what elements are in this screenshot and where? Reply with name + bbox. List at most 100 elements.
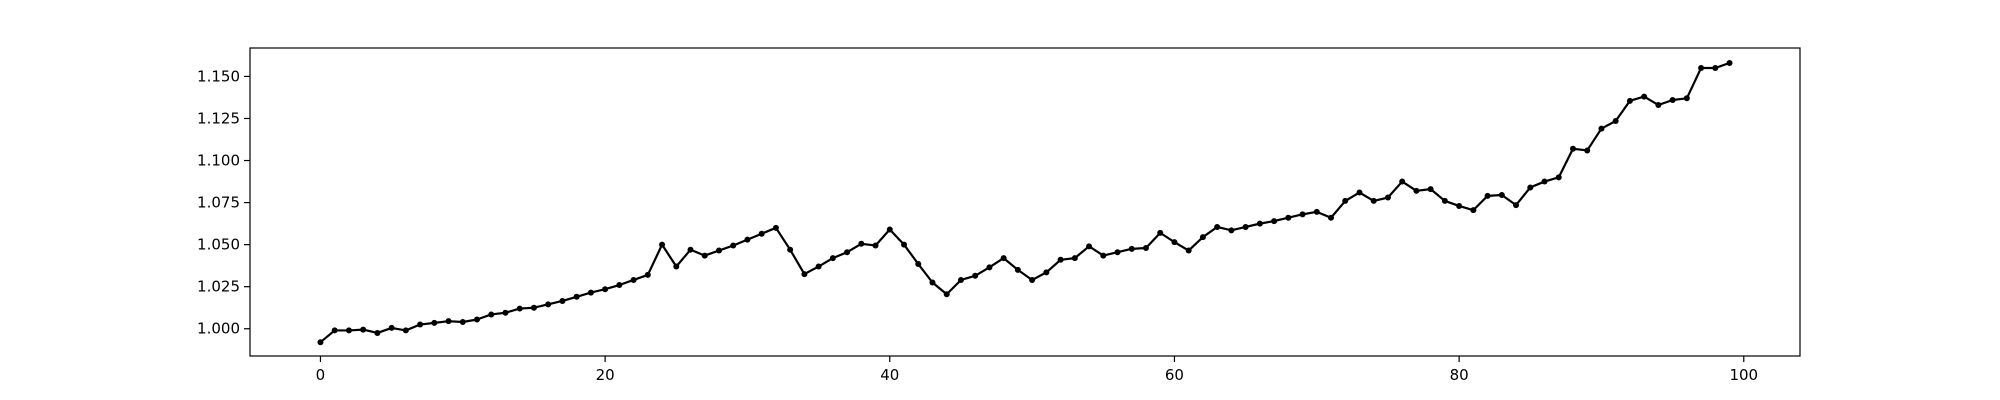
axes-frame: [249, 47, 1801, 357]
data-point: [516, 305, 523, 312]
x-tick-label: 40: [880, 366, 899, 384]
data-point: [587, 289, 594, 296]
data-point: [758, 230, 765, 237]
data-point: [1128, 245, 1135, 252]
data-point: [360, 326, 367, 333]
data-point: [844, 249, 851, 256]
data-point: [1712, 65, 1719, 72]
data-point: [1726, 59, 1733, 66]
data-point: [317, 339, 324, 346]
plot-area: [317, 59, 1733, 346]
data-point: [1242, 223, 1249, 230]
data-point: [474, 316, 481, 323]
data-point: [1626, 97, 1633, 104]
data-point: [1456, 202, 1463, 209]
data-point: [445, 318, 452, 325]
y-axis: 1.000 1.025 1.050 1.075 1.100 1.125 1.150: [197, 67, 250, 338]
y-tick-label: 1.100: [197, 152, 240, 170]
data-point: [915, 260, 922, 267]
x-tick-label: 60: [1165, 366, 1184, 384]
data-point: [1271, 218, 1278, 225]
data-point: [1342, 197, 1349, 204]
data-point: [972, 272, 979, 279]
data-point: [1199, 234, 1206, 241]
x-tick-label: 20: [596, 366, 615, 384]
data-point: [630, 276, 637, 283]
data-point: [502, 309, 509, 316]
data-point: [1256, 220, 1263, 227]
data-point: [1313, 208, 1320, 215]
data-point: [431, 319, 438, 326]
y-tick-label: 1.025: [197, 278, 240, 296]
data-point: [801, 271, 808, 278]
data-point: [1427, 186, 1434, 193]
data-point: [872, 242, 879, 249]
data-point: [1370, 197, 1377, 204]
data-point: [1698, 65, 1705, 72]
data-point: [488, 311, 495, 318]
data-point: [1043, 269, 1050, 276]
x-tick-label: 80: [1450, 366, 1469, 384]
data-point: [929, 279, 936, 286]
data-point: [1527, 184, 1534, 191]
data-point: [1470, 207, 1477, 214]
data-point: [986, 264, 993, 271]
data-point: [1014, 266, 1021, 273]
data-point: [1541, 178, 1548, 185]
data-point: [1114, 249, 1121, 256]
data-point: [1513, 202, 1520, 209]
data-point: [417, 321, 424, 328]
data-point: [1299, 211, 1306, 218]
data-point: [957, 276, 964, 283]
data-point: [1185, 247, 1192, 254]
data-point: [1441, 197, 1448, 204]
data-point: [374, 329, 381, 336]
data-point: [388, 324, 395, 331]
data-point: [1598, 125, 1605, 132]
data-point: [1399, 178, 1406, 185]
data-point: [901, 241, 908, 248]
data-point: [1100, 252, 1107, 259]
data-point: [858, 240, 865, 247]
data-point: [1569, 145, 1576, 152]
data-point: [1356, 189, 1363, 196]
x-tick-label: 100: [1729, 366, 1758, 384]
data-point: [744, 236, 751, 243]
data-point: [1171, 239, 1178, 246]
data-point: [659, 241, 666, 248]
data-point: [1641, 93, 1648, 100]
data-point: [1584, 147, 1591, 154]
data-point: [1683, 95, 1690, 102]
y-tick-label: 1.050: [197, 236, 240, 254]
data-point: [1655, 102, 1662, 109]
data-point: [545, 301, 552, 308]
data-point: [644, 271, 651, 278]
data-point: [1000, 255, 1007, 262]
data-point: [1214, 223, 1221, 230]
data-point: [1071, 255, 1078, 262]
data-point: [943, 291, 950, 298]
data-point: [715, 247, 722, 254]
x-tick-label: 0: [316, 366, 326, 384]
data-point: [673, 263, 680, 270]
data-point: [616, 282, 623, 289]
x-axis: 0 20 40 60 80 100: [316, 356, 1758, 384]
data-point: [701, 252, 708, 259]
data-point: [1669, 96, 1676, 103]
data-point: [1498, 192, 1505, 199]
data-point: [345, 327, 352, 334]
data-point: [602, 286, 609, 293]
data-point: [1484, 192, 1491, 199]
data-point: [1228, 227, 1235, 234]
data-point: [772, 224, 779, 231]
data-point: [1029, 276, 1036, 283]
data-point: [1413, 187, 1420, 194]
data-point: [829, 255, 836, 262]
data-point: [530, 304, 537, 311]
data-point: [730, 242, 737, 249]
data-point: [331, 327, 338, 334]
series-line: [319, 61, 1730, 344]
y-tick-label: 1.075: [197, 194, 240, 212]
data-point: [573, 293, 580, 300]
